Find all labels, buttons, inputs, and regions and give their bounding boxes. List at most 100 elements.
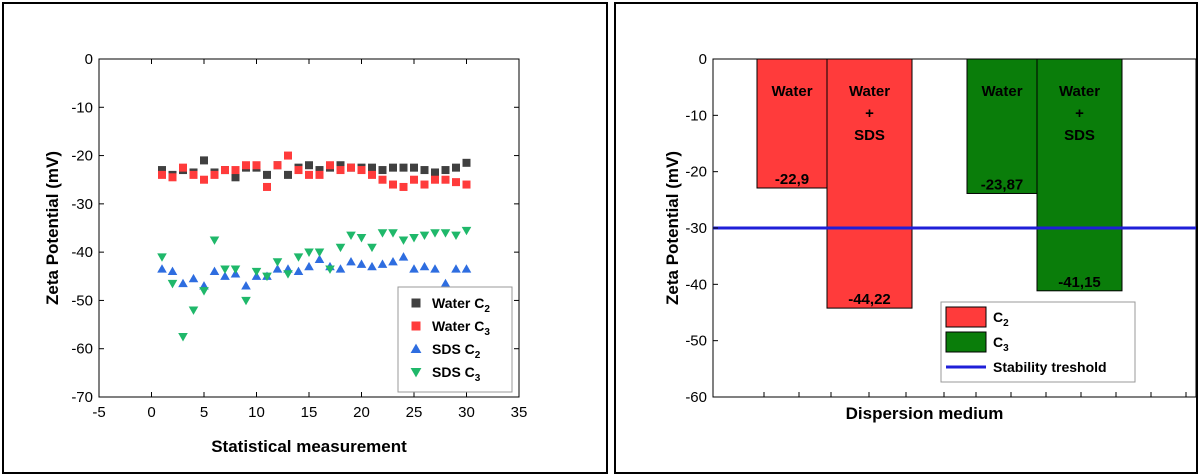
bar-value-label: -22,9 (775, 171, 809, 188)
data-point (305, 161, 313, 170)
data-point (220, 271, 230, 280)
data-point (283, 270, 293, 279)
data-point (272, 258, 283, 267)
data-point (179, 163, 187, 172)
legend-marker (410, 343, 422, 354)
data-point (284, 170, 292, 179)
bar-value-label: -23,87 (981, 176, 1024, 193)
data-point (440, 229, 451, 238)
y-tick-label: 0 (85, 51, 93, 68)
data-point (336, 166, 345, 175)
data-point (263, 182, 271, 191)
y-tick-label: -20 (685, 164, 707, 181)
y-tick-label: -40 (71, 244, 93, 261)
data-point (241, 281, 251, 290)
data-point (189, 170, 198, 179)
data-point (294, 166, 303, 175)
data-point (440, 278, 451, 288)
bar-value-label: -44,22 (848, 291, 891, 308)
data-point (293, 266, 304, 276)
legend-marker (411, 321, 421, 331)
series-3 (157, 252, 472, 290)
y-axis-title: Zeta Potential (mV) (43, 151, 62, 305)
y-tick-label: -50 (71, 292, 93, 309)
y-tick-label: -50 (685, 333, 707, 350)
data-point (451, 264, 461, 273)
legend-label: Water C3 (432, 318, 490, 338)
data-point (284, 151, 292, 160)
series-2 (158, 151, 471, 191)
data-point (220, 265, 230, 274)
data-point (325, 265, 335, 274)
data-point (368, 163, 376, 172)
bar-medium-label: SDS (854, 127, 885, 144)
data-point (409, 264, 419, 273)
y-tick-label: -30 (685, 220, 707, 237)
data-point (377, 259, 388, 268)
data-point (431, 175, 439, 184)
data-point (430, 229, 440, 238)
data-point (314, 254, 325, 263)
data-point (157, 264, 167, 273)
data-point (167, 266, 178, 276)
series-4 (157, 226, 472, 342)
x-axis-title: Statistical measurement (211, 437, 407, 456)
data-point (367, 261, 377, 271)
data-point (188, 273, 199, 283)
data-point (336, 161, 345, 170)
data-point (335, 264, 346, 273)
data-point (377, 229, 388, 238)
data-point (314, 248, 325, 257)
y-tick-label: -10 (71, 99, 93, 116)
x-tick-label: 25 (406, 404, 423, 421)
data-point (451, 231, 461, 241)
y-tick-label: -70 (71, 389, 93, 406)
bar (826, 58, 913, 309)
y-tick-label: 0 (699, 51, 707, 68)
data-point (168, 173, 177, 182)
data-point (357, 166, 366, 175)
legend-swatch (945, 306, 987, 328)
data-point (452, 163, 460, 172)
data-point (431, 168, 439, 177)
legend-swatch (945, 331, 987, 353)
data-point (461, 226, 472, 236)
data-point (158, 166, 166, 175)
data-point (209, 236, 220, 245)
data-point (210, 170, 219, 179)
scatter-chart: 0-10-20-30-40-50-60-70-5 0 5 10 15 20 25 30 35St… (43, 51, 528, 456)
data-point (430, 264, 440, 273)
x-tick-label: 30 (458, 404, 475, 421)
data-point (420, 166, 429, 175)
bar-medium-label: + (1075, 105, 1084, 122)
bar-chart: Water -22,9 Water + SDS -44,22 Water -23,87 Wate… (663, 51, 1196, 423)
data-point (231, 166, 240, 175)
data-point (419, 231, 430, 241)
data-point (178, 278, 188, 288)
data-point (461, 264, 472, 273)
scatter-panel: 0 -10 -20 -30 -40 -50 -60 -70 -5 0 5 10 15 20 25 30 35 St… (2, 2, 608, 474)
data-point (389, 163, 397, 172)
data-point (335, 243, 346, 253)
data-point (241, 296, 251, 306)
data-point (441, 166, 450, 175)
bar-medium-label: Water (849, 83, 890, 100)
x-tick-label: 20 (353, 404, 370, 421)
data-point (199, 287, 209, 296)
y-tick-label: -60 (71, 341, 93, 358)
x-tick-label: 35 (511, 404, 528, 421)
bar-medium-label: Water (981, 83, 1022, 100)
x-tick-label: 15 (301, 404, 318, 421)
data-point (262, 272, 272, 282)
data-point (388, 229, 398, 238)
y-tick-label: -10 (685, 107, 707, 124)
data-point (409, 234, 419, 243)
bar-medium-label: + (865, 105, 874, 122)
data-point (378, 166, 387, 175)
data-point (209, 266, 220, 276)
data-point (356, 234, 367, 243)
data-point (452, 178, 460, 187)
data-point (231, 173, 240, 182)
x-tick-label: -5 (92, 404, 105, 421)
y-tick-label: -20 (71, 148, 93, 165)
